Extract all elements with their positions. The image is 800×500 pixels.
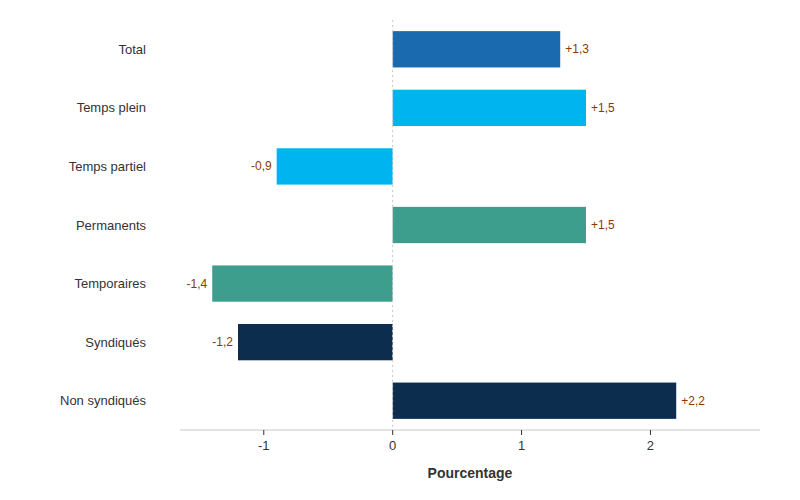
- x-axis-line: [180, 430, 760, 431]
- x-tick: [263, 430, 264, 435]
- y-tick-label: Syndiqués: [85, 335, 146, 350]
- bars: [212, 31, 676, 419]
- y-tick-label: Temporaires: [74, 276, 146, 291]
- x-axis-label: Pourcentage: [428, 465, 513, 481]
- data-label: +1,3: [565, 42, 589, 56]
- bar: [393, 383, 677, 419]
- x-tick-label: 0: [389, 438, 396, 453]
- data-label: -1,2: [212, 335, 233, 349]
- chart-container: -1 0 1 2 Pourcentage Non syndiqués Syndiqués Te…: [0, 0, 800, 500]
- data-label: +2,2: [681, 394, 705, 408]
- y-tick-label: Temps partiel: [69, 159, 146, 174]
- data-label: -1,4: [187, 277, 208, 291]
- zero-line: [392, 20, 393, 430]
- y-tick-label: Non syndiqués: [60, 393, 146, 408]
- bar: [212, 265, 392, 301]
- x-tick-label: 2: [647, 438, 654, 453]
- data-label: +1,5: [591, 218, 615, 232]
- y-tick-label: Temps plein: [77, 100, 146, 115]
- data-label: -0,9: [251, 159, 272, 173]
- x-tick-label: 1: [518, 438, 525, 453]
- data-label: +1,5: [591, 101, 615, 115]
- y-tick-label: Permanents: [76, 218, 147, 233]
- x-tick-label: -1: [258, 438, 270, 453]
- chart-svg: -1 0 1 2 Pourcentage Non syndiqués Syndiqués Te…: [0, 0, 800, 500]
- bar: [277, 148, 393, 184]
- x-tick: [521, 430, 522, 435]
- y-tick-label: Total: [119, 42, 147, 57]
- bar: [393, 31, 561, 67]
- bar: [393, 207, 586, 243]
- bar: [393, 90, 586, 126]
- x-tick: [392, 430, 393, 435]
- bar: [238, 324, 393, 360]
- x-tick: [650, 430, 651, 435]
